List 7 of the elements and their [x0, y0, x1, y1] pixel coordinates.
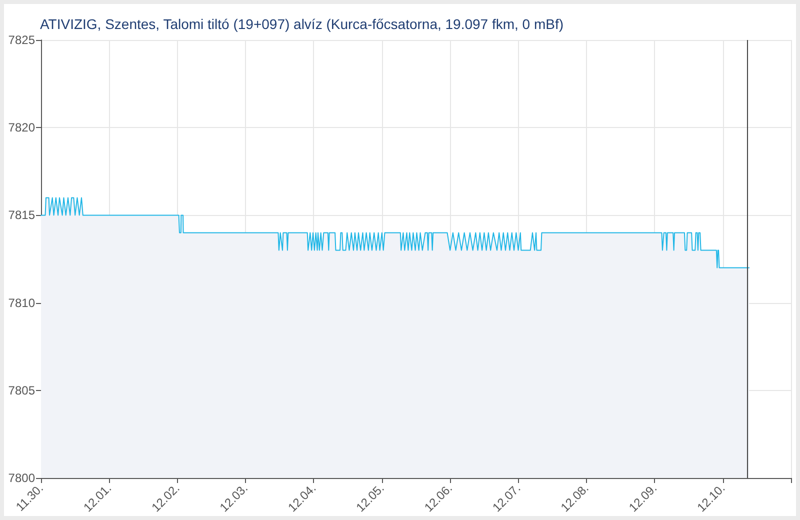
y-tick-label: 7825 [8, 33, 36, 47]
y-tick-label: 7800 [8, 471, 36, 486]
y-tick-label: 7810 [8, 296, 36, 310]
chart-title: ATIVIZIG, Szentes, Talomi tiltó (19+097) alvíz (Kurca-főcsatorna, 19.097 fkm, 0 mBf) [40, 16, 564, 32]
y-tick-label: 7805 [8, 383, 36, 398]
y-tick-label: 7820 [8, 120, 36, 135]
y-tick-label: 7815 [8, 208, 36, 222]
